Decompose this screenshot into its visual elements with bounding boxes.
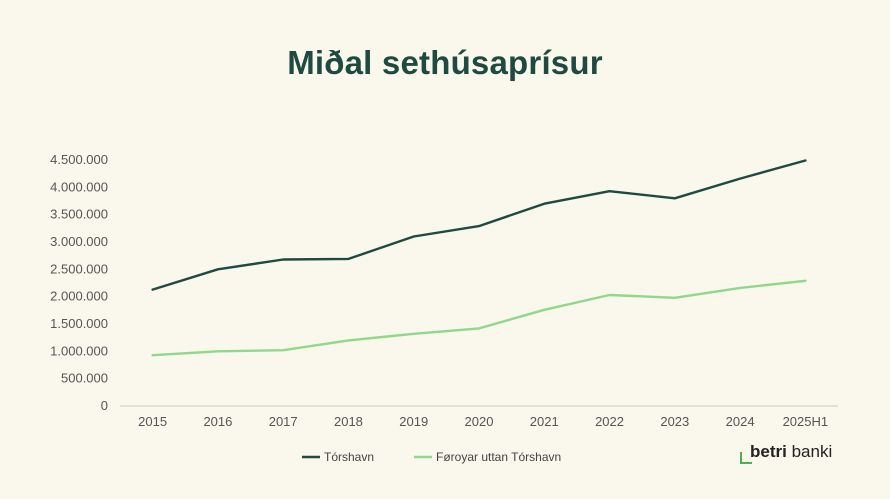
y-tick-label: 0	[101, 398, 108, 413]
series-layer	[151, 159, 807, 357]
legend-label: Føroyar uttan Tórshavn	[436, 450, 561, 464]
y-tick-label: 4.500.000	[50, 152, 108, 167]
y-tick-label: 3.500.000	[50, 207, 108, 222]
x-tick-label: 2015	[138, 414, 167, 429]
chart-title: Miðal sethúsaprísur	[287, 44, 603, 81]
x-tick-label: 2017	[269, 414, 298, 429]
x-tick-label: 2024	[726, 414, 755, 429]
y-tick-label: 500.000	[61, 371, 108, 386]
series-line	[151, 279, 807, 357]
legend: Tórshavn Føroyar uttan Tórshavn	[302, 450, 561, 464]
y-axis: 0 500.000 1.000.000 1.500.000 2.000.000 2.500…	[50, 152, 108, 413]
y-tick-label: 4.000.000	[50, 179, 108, 194]
x-tick-label: 2019	[399, 414, 428, 429]
x-tick-label: 2023	[660, 414, 689, 429]
x-tick-label: 2018	[334, 414, 363, 429]
y-tick-label: 1.500.000	[50, 316, 108, 331]
series-line	[151, 159, 807, 291]
x-axis: 2015 2016 2017 2018 2019 2020 2021 2022 2023 2024…	[120, 405, 838, 429]
x-tick-label: 2020	[465, 414, 494, 429]
y-tick-label: 2.500.000	[50, 261, 108, 276]
y-tick-label: 2.000.000	[50, 289, 108, 304]
y-tick-label: 1.000.000	[50, 343, 108, 358]
x-tick-label: 2025H1	[783, 414, 829, 429]
x-tick-label: 2021	[530, 414, 559, 429]
y-tick-label: 3.000.000	[50, 234, 108, 249]
x-tick-label: 2022	[595, 414, 624, 429]
logo-mark-icon	[740, 452, 752, 464]
x-tick-label: 2016	[203, 414, 232, 429]
logo-text: betri banki	[750, 442, 833, 461]
legend-label: Tórshavn	[324, 450, 374, 464]
